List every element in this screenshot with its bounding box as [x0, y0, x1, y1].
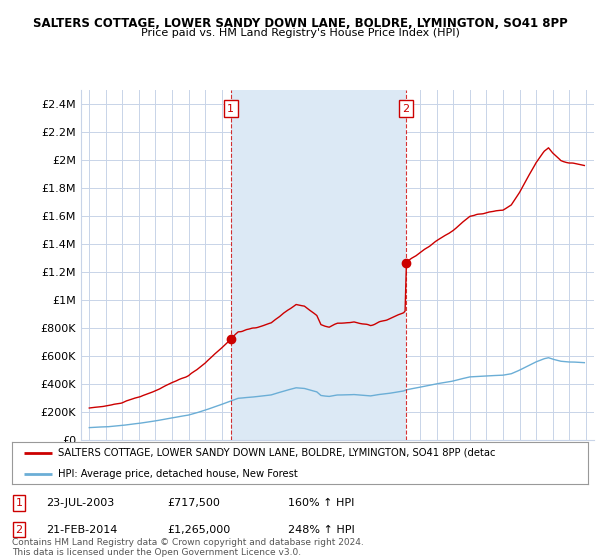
- Text: 248% ↑ HPI: 248% ↑ HPI: [289, 525, 355, 535]
- Text: 2: 2: [16, 525, 22, 535]
- Text: 1: 1: [227, 104, 234, 114]
- Text: 23-JUL-2003: 23-JUL-2003: [47, 498, 115, 508]
- Text: £1,265,000: £1,265,000: [167, 525, 231, 535]
- Text: 160% ↑ HPI: 160% ↑ HPI: [289, 498, 355, 508]
- Text: SALTERS COTTAGE, LOWER SANDY DOWN LANE, BOLDRE, LYMINGTON, SO41 8PP: SALTERS COTTAGE, LOWER SANDY DOWN LANE, …: [32, 17, 568, 30]
- Bar: [231, 90, 406, 440]
- Text: Contains HM Land Registry data © Crown copyright and database right 2024.
This d: Contains HM Land Registry data © Crown c…: [12, 538, 364, 557]
- Text: Price paid vs. HM Land Registry's House Price Index (HPI): Price paid vs. HM Land Registry's House …: [140, 28, 460, 38]
- Text: £717,500: £717,500: [167, 498, 220, 508]
- Text: 2: 2: [402, 104, 409, 114]
- Text: 1: 1: [16, 498, 22, 508]
- Text: 21-FEB-2014: 21-FEB-2014: [47, 525, 118, 535]
- Text: SALTERS COTTAGE, LOWER SANDY DOWN LANE, BOLDRE, LYMINGTON, SO41 8PP (detac: SALTERS COTTAGE, LOWER SANDY DOWN LANE, …: [58, 448, 496, 458]
- Text: HPI: Average price, detached house, New Forest: HPI: Average price, detached house, New …: [58, 469, 298, 479]
